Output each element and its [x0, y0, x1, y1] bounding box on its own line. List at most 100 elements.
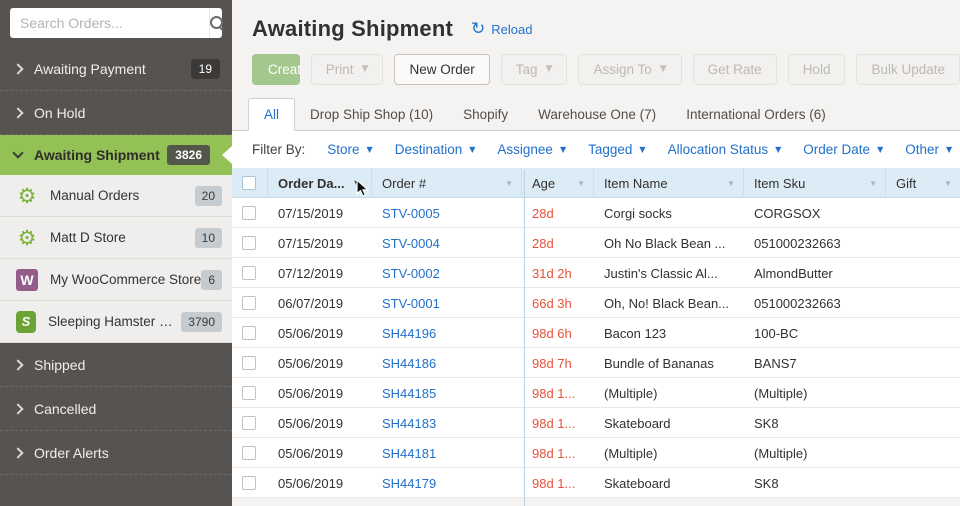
- select-all-checkbox[interactable]: [242, 176, 256, 190]
- table-row[interactable]: 05/06/2019 SH44181 98d 1... (Multiple) (…: [232, 438, 960, 468]
- filter-destination[interactable]: Destination ▼: [395, 142, 476, 157]
- tab-all[interactable]: All: [248, 98, 296, 131]
- filter-label: Tagged: [588, 142, 633, 157]
- table-row[interactable]: 07/15/2019 STV-0004 28d Oh No Black Bean…: [232, 228, 960, 258]
- reload-label: Reload: [491, 21, 533, 37]
- create-print-label-button[interactable]: Create + Print Label ▼: [252, 54, 300, 85]
- assign-to-button[interactable]: Assign To ▼: [578, 54, 682, 85]
- caret-down-icon: ▼: [559, 144, 567, 154]
- order-date-cell: 05/06/2019: [278, 415, 344, 431]
- bulk-update-button[interactable]: Bulk Update: [856, 54, 960, 85]
- age-cell: 31d 2h: [532, 265, 572, 281]
- sort-descending-icon: ▼: [352, 178, 362, 188]
- filter-assignee[interactable]: Assignee ▼: [497, 142, 566, 157]
- row-checkbox[interactable]: [242, 476, 256, 490]
- hold-button[interactable]: Hold: [787, 54, 846, 85]
- gift-cell: [886, 318, 960, 348]
- caret-down-icon: ▼: [869, 178, 877, 188]
- sidebar-item-cancelled[interactable]: Cancelled: [0, 387, 232, 431]
- order-number-link[interactable]: SH44186: [382, 355, 437, 371]
- column-header-order-number[interactable]: Order # ▼: [372, 168, 522, 198]
- order-number-link[interactable]: STV-0004: [382, 235, 440, 251]
- table-row[interactable]: 06/07/2019 STV-0001 66d 3h Oh, No! Black…: [232, 288, 960, 318]
- filter-store[interactable]: Store ▼: [327, 142, 372, 157]
- row-checkbox[interactable]: [242, 206, 256, 220]
- order-number-link[interactable]: STV-0001: [382, 295, 440, 311]
- column-header-item-sku[interactable]: Item Sku ▼: [744, 168, 886, 198]
- print-button[interactable]: Print ▼: [310, 54, 384, 85]
- gift-cell: [886, 288, 960, 318]
- item-name-cell: Oh No Black Bean ...: [604, 235, 726, 251]
- order-number-link[interactable]: SH44183: [382, 415, 437, 431]
- order-number-link[interactable]: SH44181: [382, 445, 437, 461]
- age-cell: 98d 1...: [532, 475, 576, 491]
- table-row[interactable]: 05/06/2019 SH44185 98d 1... (Multiple) (…: [232, 378, 960, 408]
- reload-button[interactable]: ↻ Reload: [471, 19, 532, 39]
- store-label: Sleeping Hamster Sh...: [48, 314, 182, 329]
- table-row[interactable]: 05/06/2019 SH44179 98d 1... Skateboard S…: [232, 468, 960, 498]
- row-checkbox[interactable]: [242, 386, 256, 400]
- search-button[interactable]: [209, 8, 224, 38]
- filter-label: Allocation Status: [667, 142, 769, 157]
- column-label: Age: [532, 175, 556, 191]
- order-number-link[interactable]: STV-0002: [382, 265, 440, 281]
- order-number-link[interactable]: SH44185: [382, 385, 437, 401]
- filter-tagged[interactable]: Tagged ▼: [588, 142, 645, 157]
- row-checkbox[interactable]: [242, 356, 256, 370]
- table-row[interactable]: 05/06/2019 SH44196 98d 6h Bacon 123 100-…: [232, 318, 960, 348]
- tab-international-orders[interactable]: International Orders (6): [686, 107, 826, 122]
- row-checkbox[interactable]: [242, 446, 256, 460]
- order-number-link[interactable]: SH44196: [382, 325, 437, 341]
- sidebar-item-order-alerts[interactable]: Order Alerts: [0, 431, 232, 475]
- new-order-button[interactable]: New Order: [394, 54, 490, 85]
- search-input[interactable]: [10, 9, 209, 37]
- column-header-gift[interactable]: Gift ▼: [886, 168, 960, 198]
- filter-other[interactable]: Other ▼: [905, 142, 952, 157]
- filter-allocation-status[interactable]: Allocation Status ▼: [668, 142, 782, 157]
- column-header-age[interactable]: Age ▼: [522, 168, 594, 198]
- filter-bar: Filter By: Store ▼ Destination ▼ Assignee ▼…: [232, 131, 960, 168]
- count-badge: 3826: [167, 145, 210, 165]
- chevron-right-icon: [12, 358, 24, 371]
- store-tabs: All Drop Ship Shop (10) Shopify Warehous…: [232, 98, 960, 131]
- caret-down-icon: ▼: [775, 144, 782, 154]
- row-checkbox[interactable]: [242, 236, 256, 250]
- tab-shopify[interactable]: Shopify: [463, 107, 509, 122]
- sidebar-item-manual-orders[interactable]: ⚙ Manual Orders 20: [0, 175, 232, 217]
- filter-label: Assignee: [497, 142, 553, 157]
- filter-order-date[interactable]: Order Date ▼: [803, 142, 883, 157]
- sidebar-item-on-hold[interactable]: On Hold: [0, 91, 232, 135]
- column-header-item-name[interactable]: Item Name ▼: [594, 168, 744, 198]
- tab-drop-ship-shop[interactable]: Drop Ship Shop (10): [310, 107, 434, 122]
- order-number-link[interactable]: SH44179: [382, 475, 437, 491]
- table-row[interactable]: 07/12/2019 STV-0002 31d 2h Justin's Clas…: [232, 258, 960, 288]
- tab-warehouse-one[interactable]: Warehouse One (7): [538, 107, 657, 122]
- row-checkbox[interactable]: [242, 326, 256, 340]
- sidebar-item-shipped[interactable]: Shipped: [0, 343, 232, 387]
- chevron-right-icon: [12, 402, 24, 415]
- sidebar-item-woocommerce-store[interactable]: W My WooCommerce Store 6: [0, 259, 232, 301]
- age-cell: 98d 1...: [532, 415, 576, 431]
- row-checkbox[interactable]: [242, 266, 256, 280]
- sidebar-item-awaiting-payment[interactable]: Awaiting Payment 19: [0, 47, 232, 91]
- order-date-cell: 05/06/2019: [278, 355, 344, 371]
- sidebar-item-sleeping-hamster[interactable]: S Sleeping Hamster Sh... 3790: [0, 301, 232, 343]
- caret-down-icon: ▼: [469, 144, 476, 154]
- item-sku-cell: 100-BC: [754, 325, 799, 341]
- row-checkbox[interactable]: [242, 296, 256, 310]
- caret-down-icon: ▼: [361, 64, 369, 74]
- get-rate-button[interactable]: Get Rate: [692, 54, 777, 85]
- sidebar-item-awaiting-shipment[interactable]: Awaiting Shipment 3826: [0, 135, 232, 175]
- column-header-order-date[interactable]: Order Da... ▼: [268, 168, 372, 198]
- item-name-cell: (Multiple): [604, 445, 658, 461]
- table-row[interactable]: 07/15/2019 STV-0005 28d Corgi socks CORG…: [232, 198, 960, 228]
- table-row[interactable]: 05/06/2019 SH44183 98d 1... Skateboard S…: [232, 408, 960, 438]
- row-checkbox[interactable]: [242, 416, 256, 430]
- gift-cell: [886, 468, 960, 498]
- order-number-link[interactable]: STV-0005: [382, 205, 440, 221]
- assign-to-label: Assign To: [593, 62, 652, 77]
- tag-button[interactable]: Tag ▼: [500, 54, 568, 85]
- table-row[interactable]: 05/06/2019 SH44186 98d 7h Bundle of Bana…: [232, 348, 960, 378]
- sidebar-item-matt-d-store[interactable]: ⚙ Matt D Store 10: [0, 217, 232, 259]
